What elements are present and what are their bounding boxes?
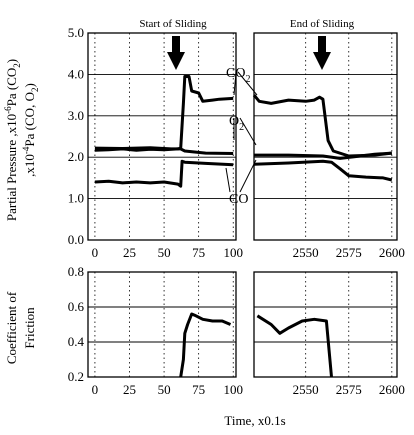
pressure-right-series-o2: [254, 151, 392, 160]
pressure-left-series-co2: [94, 75, 234, 152]
friction-right-x-tick-label: 2600: [379, 382, 405, 397]
pressure-left-x-tick-label: 25: [123, 245, 136, 260]
end-of-sliding-arrow: [313, 36, 331, 70]
friction-left-x-tick-label: 0: [92, 382, 99, 397]
friction-left-x-tick-label: 50: [158, 382, 171, 397]
co-leader-right: [239, 159, 257, 193]
friction-y-tick-label: 0.6: [68, 299, 85, 314]
co-leader-left: [225, 167, 231, 193]
friction-left-x-tick-label: 100: [223, 382, 243, 397]
friction-y-axis-title-line2: Friction: [22, 307, 37, 349]
pressure-y-tick-label: 4.0: [68, 66, 84, 81]
friction-right-series-coefficient-of-friction: [256, 314, 333, 378]
pressure-y-tick-label: 1.0: [68, 191, 84, 206]
friction-right-x-tick-label: 2575: [336, 382, 362, 397]
pressure-y-tick-label: 2.0: [68, 149, 84, 164]
friction-y-axis-title-line1: Coefficient of: [4, 291, 19, 364]
pressure-y-axis-title-line2: ,x10-4Pa (CO, O2): [21, 83, 40, 177]
pressure-left-x-tick-label: 75: [192, 245, 205, 260]
friction-y-tick-label: 0.8: [68, 264, 84, 279]
friction-left-x-tick-label: 75: [192, 382, 205, 397]
start-of-sliding-arrow: [167, 36, 185, 70]
pressure-right-series-co2: [252, 94, 392, 158]
pressure-right-x-tick-label: 2600: [379, 245, 405, 260]
friction-left-x-tick-label: 25: [123, 382, 136, 397]
friction-y-tick-label: 0.4: [68, 334, 85, 349]
pressure-y-tick-label: 3.0: [68, 108, 84, 123]
friction-right-x-tick-label: 2550: [293, 382, 319, 397]
pressure-left-x-tick-label: 0: [92, 245, 99, 260]
pressure-left-series-co: [94, 159, 234, 188]
chart-marks: 0 25 50 75 100 2550 2575 26000.01.02.03.04.05.0…: [68, 25, 405, 397]
pressure-left-plot-frame: [87, 32, 237, 241]
pressure-left-x-tick-label: 100: [223, 245, 243, 260]
co2-leader-left: [233, 71, 237, 96]
pressure-left-series-o2: [94, 146, 234, 155]
friction-left-plot-frame: [87, 271, 237, 378]
pressure-right-plot-frame: [253, 32, 398, 241]
pressure-y-tick-label: 0.0: [68, 232, 84, 247]
pressure-right-series-co: [253, 159, 393, 182]
co2-leader-right: [237, 71, 258, 96]
start-of-sliding-label: Start of Sliding: [139, 18, 207, 30]
friction-left-series-coefficient-of-friction: [179, 312, 232, 378]
pressure-y-tick-label: 5.0: [68, 25, 84, 40]
pressure-y-axis-title-line1: Partial Pressure ,x10-6Pa (CO2): [3, 59, 22, 221]
o2-leader-right: [239, 117, 257, 146]
end-of-sliding-label: End of Sliding: [290, 18, 355, 30]
x-axis-title: Time, x0.1s: [224, 413, 285, 428]
co-label: CO: [229, 192, 248, 207]
friction-y-tick-label: 0.2: [68, 369, 84, 384]
pressure-right-x-tick-label: 2575: [336, 245, 362, 260]
pressure-left-x-tick-label: 50: [158, 245, 171, 260]
pressure-right-x-tick-label: 2550: [293, 245, 319, 260]
